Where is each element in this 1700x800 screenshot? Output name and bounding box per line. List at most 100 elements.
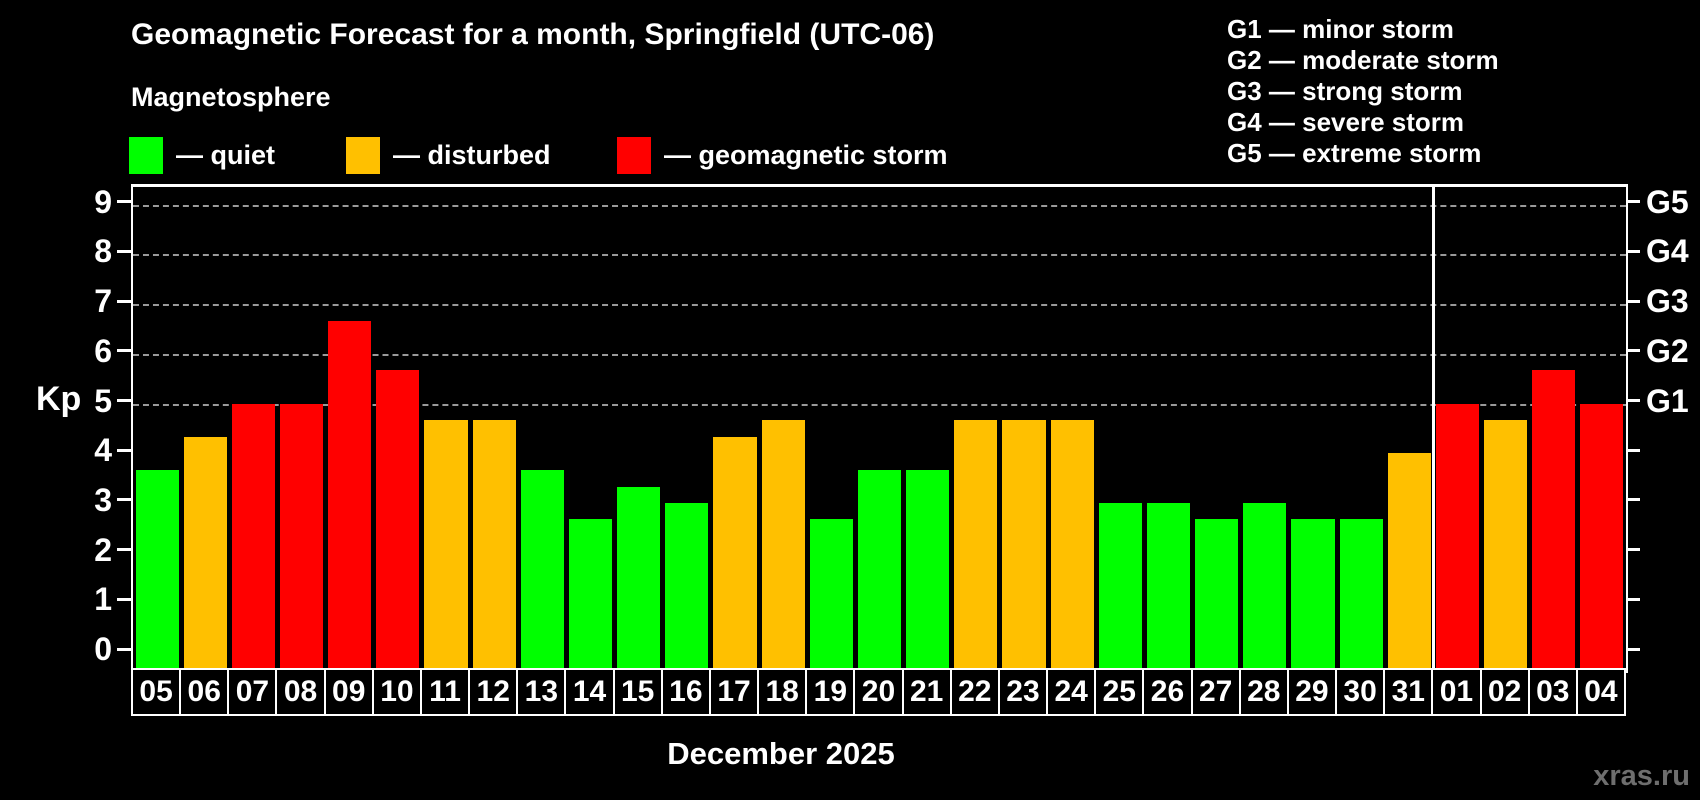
- watermark: xras.ru: [1593, 760, 1690, 792]
- day-label-cell-29: 29: [1286, 668, 1338, 716]
- g-legend-line-g4: G4 — severe storm: [1227, 107, 1465, 137]
- bar-day-03: [1532, 370, 1576, 671]
- bar-day-15: [617, 486, 661, 671]
- legend-item-storm: — geomagnetic storm: [617, 137, 948, 174]
- bar-day-17: [713, 436, 757, 671]
- gridline-kp7: [133, 304, 1626, 307]
- g-axis-label-g4: G4: [1646, 233, 1689, 270]
- day-label-cell-28: 28: [1238, 668, 1289, 716]
- bar-day-02: [1484, 419, 1528, 671]
- bar-day-13: [520, 469, 564, 671]
- legend-label-disturbed: — disturbed: [393, 140, 551, 170]
- day-label-cell-19: 19: [805, 668, 856, 716]
- day-label-cell-17: 17: [708, 668, 760, 716]
- bar-day-11: [424, 419, 468, 671]
- day-label-cell-12: 12: [468, 668, 519, 716]
- y-axis-tick-right-1: [1626, 597, 1640, 601]
- legend-label-quiet: — quiet: [176, 140, 275, 170]
- gridline-kp6: [133, 353, 1626, 356]
- chart-subtitle: Magnetosphere: [131, 82, 331, 112]
- y-axis-tick-left-7: [117, 299, 131, 303]
- y-axis-title: Kp: [36, 380, 82, 418]
- bar-day-26: [1146, 502, 1191, 671]
- bar-day-31: [1387, 453, 1431, 671]
- g-axis-label-g5: G5: [1646, 183, 1689, 220]
- gridline-kp8: [133, 254, 1626, 257]
- y-tick-label-4: 4: [94, 432, 112, 469]
- y-tick-label-2: 2: [94, 531, 112, 568]
- day-axis: 05 06 07 08 09 10 11 12 13 14 15 16 17 18 19 20 21 22 23 24…: [131, 668, 1628, 716]
- day-label-cell-31: 31: [1383, 668, 1434, 716]
- storm-swatch-icon: [617, 137, 651, 174]
- y-tick-label-0: 0: [94, 631, 112, 667]
- y-axis-tick-right-6: [1626, 349, 1640, 353]
- bar-day-25: [1098, 502, 1142, 671]
- y-axis-tick-right-4: [1626, 448, 1640, 452]
- y-axis-tick-right-8: [1626, 249, 1640, 253]
- month-separator-line: [1431, 187, 1435, 671]
- bar-day-01: [1435, 403, 1479, 671]
- y-axis-tick-right-2: [1626, 548, 1640, 552]
- day-label-cell-15: 15: [612, 668, 663, 716]
- g-axis-label-g2: G2: [1646, 332, 1689, 369]
- disturbed-swatch-icon: [346, 137, 380, 174]
- day-label-cell-24: 24: [1046, 668, 1097, 716]
- day-label-cell-03: 03: [1527, 668, 1578, 716]
- gridline-kp9: [133, 204, 1626, 207]
- legend-label-storm: — geomagnetic storm: [664, 140, 948, 170]
- g-legend-line-g1: G1 — minor storm: [1227, 14, 1454, 44]
- day-label-cell-13: 13: [516, 668, 567, 716]
- day-label-cell-20: 20: [853, 668, 904, 716]
- y-axis-tick-right-7: [1626, 299, 1640, 303]
- g-legend-line-g3: G3 — strong storm: [1227, 76, 1463, 106]
- bar-day-08: [279, 403, 324, 671]
- y-tick-label-1: 1: [94, 581, 112, 618]
- day-label-cell-01: 01: [1431, 668, 1482, 716]
- day-label-cell-10: 10: [371, 668, 422, 716]
- bar-day-24: [1050, 419, 1094, 671]
- bar-day-21: [906, 469, 950, 671]
- bar-day-06: [183, 436, 227, 671]
- day-label-cell-23: 23: [997, 668, 1049, 716]
- bar-day-28: [1243, 502, 1287, 671]
- bar-day-30: [1339, 519, 1383, 671]
- day-label-cell-07: 07: [227, 668, 278, 716]
- g-legend-line-g2: G2 — moderate storm: [1227, 45, 1499, 75]
- y-axis-tick-left-4: [117, 448, 131, 452]
- bar-day-12: [472, 419, 516, 671]
- y-axis-tick-left-8: [117, 249, 131, 253]
- quiet-swatch-icon: [129, 137, 163, 174]
- bar-day-04: [1580, 403, 1624, 671]
- day-label-cell-25: 25: [1094, 668, 1145, 716]
- bar-day-20: [857, 469, 902, 671]
- y-tick-label-5: 5: [94, 382, 112, 419]
- bar-day-19: [809, 519, 853, 671]
- y-axis-tick-left-3: [117, 498, 131, 502]
- bar-day-27: [1195, 519, 1239, 671]
- plot-area: [131, 184, 1628, 673]
- bar-day-22: [954, 419, 998, 671]
- bar-day-23: [1002, 419, 1046, 671]
- day-label-cell-09: 09: [323, 668, 374, 716]
- y-axis-tick-right-0: [1626, 647, 1640, 651]
- y-axis-tick-right-3: [1626, 498, 1640, 502]
- y-axis-tick-left-0: [117, 647, 131, 651]
- day-label-cell-22: 22: [949, 668, 1000, 716]
- day-label-cell-30: 30: [1335, 668, 1386, 716]
- bar-day-09: [328, 320, 372, 671]
- bar-day-07: [231, 403, 275, 671]
- y-axis-tick-left-6: [117, 349, 131, 353]
- day-label-cell-16: 16: [660, 668, 711, 716]
- day-label-cell-14: 14: [564, 668, 615, 716]
- day-label-cell-26: 26: [1142, 668, 1193, 716]
- legend-item-disturbed: — disturbed: [346, 137, 551, 174]
- y-axis-tick-left-2: [117, 548, 131, 552]
- day-label-cell-08: 08: [275, 668, 326, 716]
- gridline-kp5: [133, 403, 1626, 406]
- y-axis-tick-left-5: [117, 399, 131, 402]
- g-legend-line-g5: G5 — extreme storm: [1227, 138, 1482, 168]
- y-axis-tick-left-1: [117, 597, 131, 601]
- page-title: Geomagnetic Forecast for a month, Spring…: [131, 18, 935, 51]
- x-axis-title: December 2025: [667, 736, 895, 771]
